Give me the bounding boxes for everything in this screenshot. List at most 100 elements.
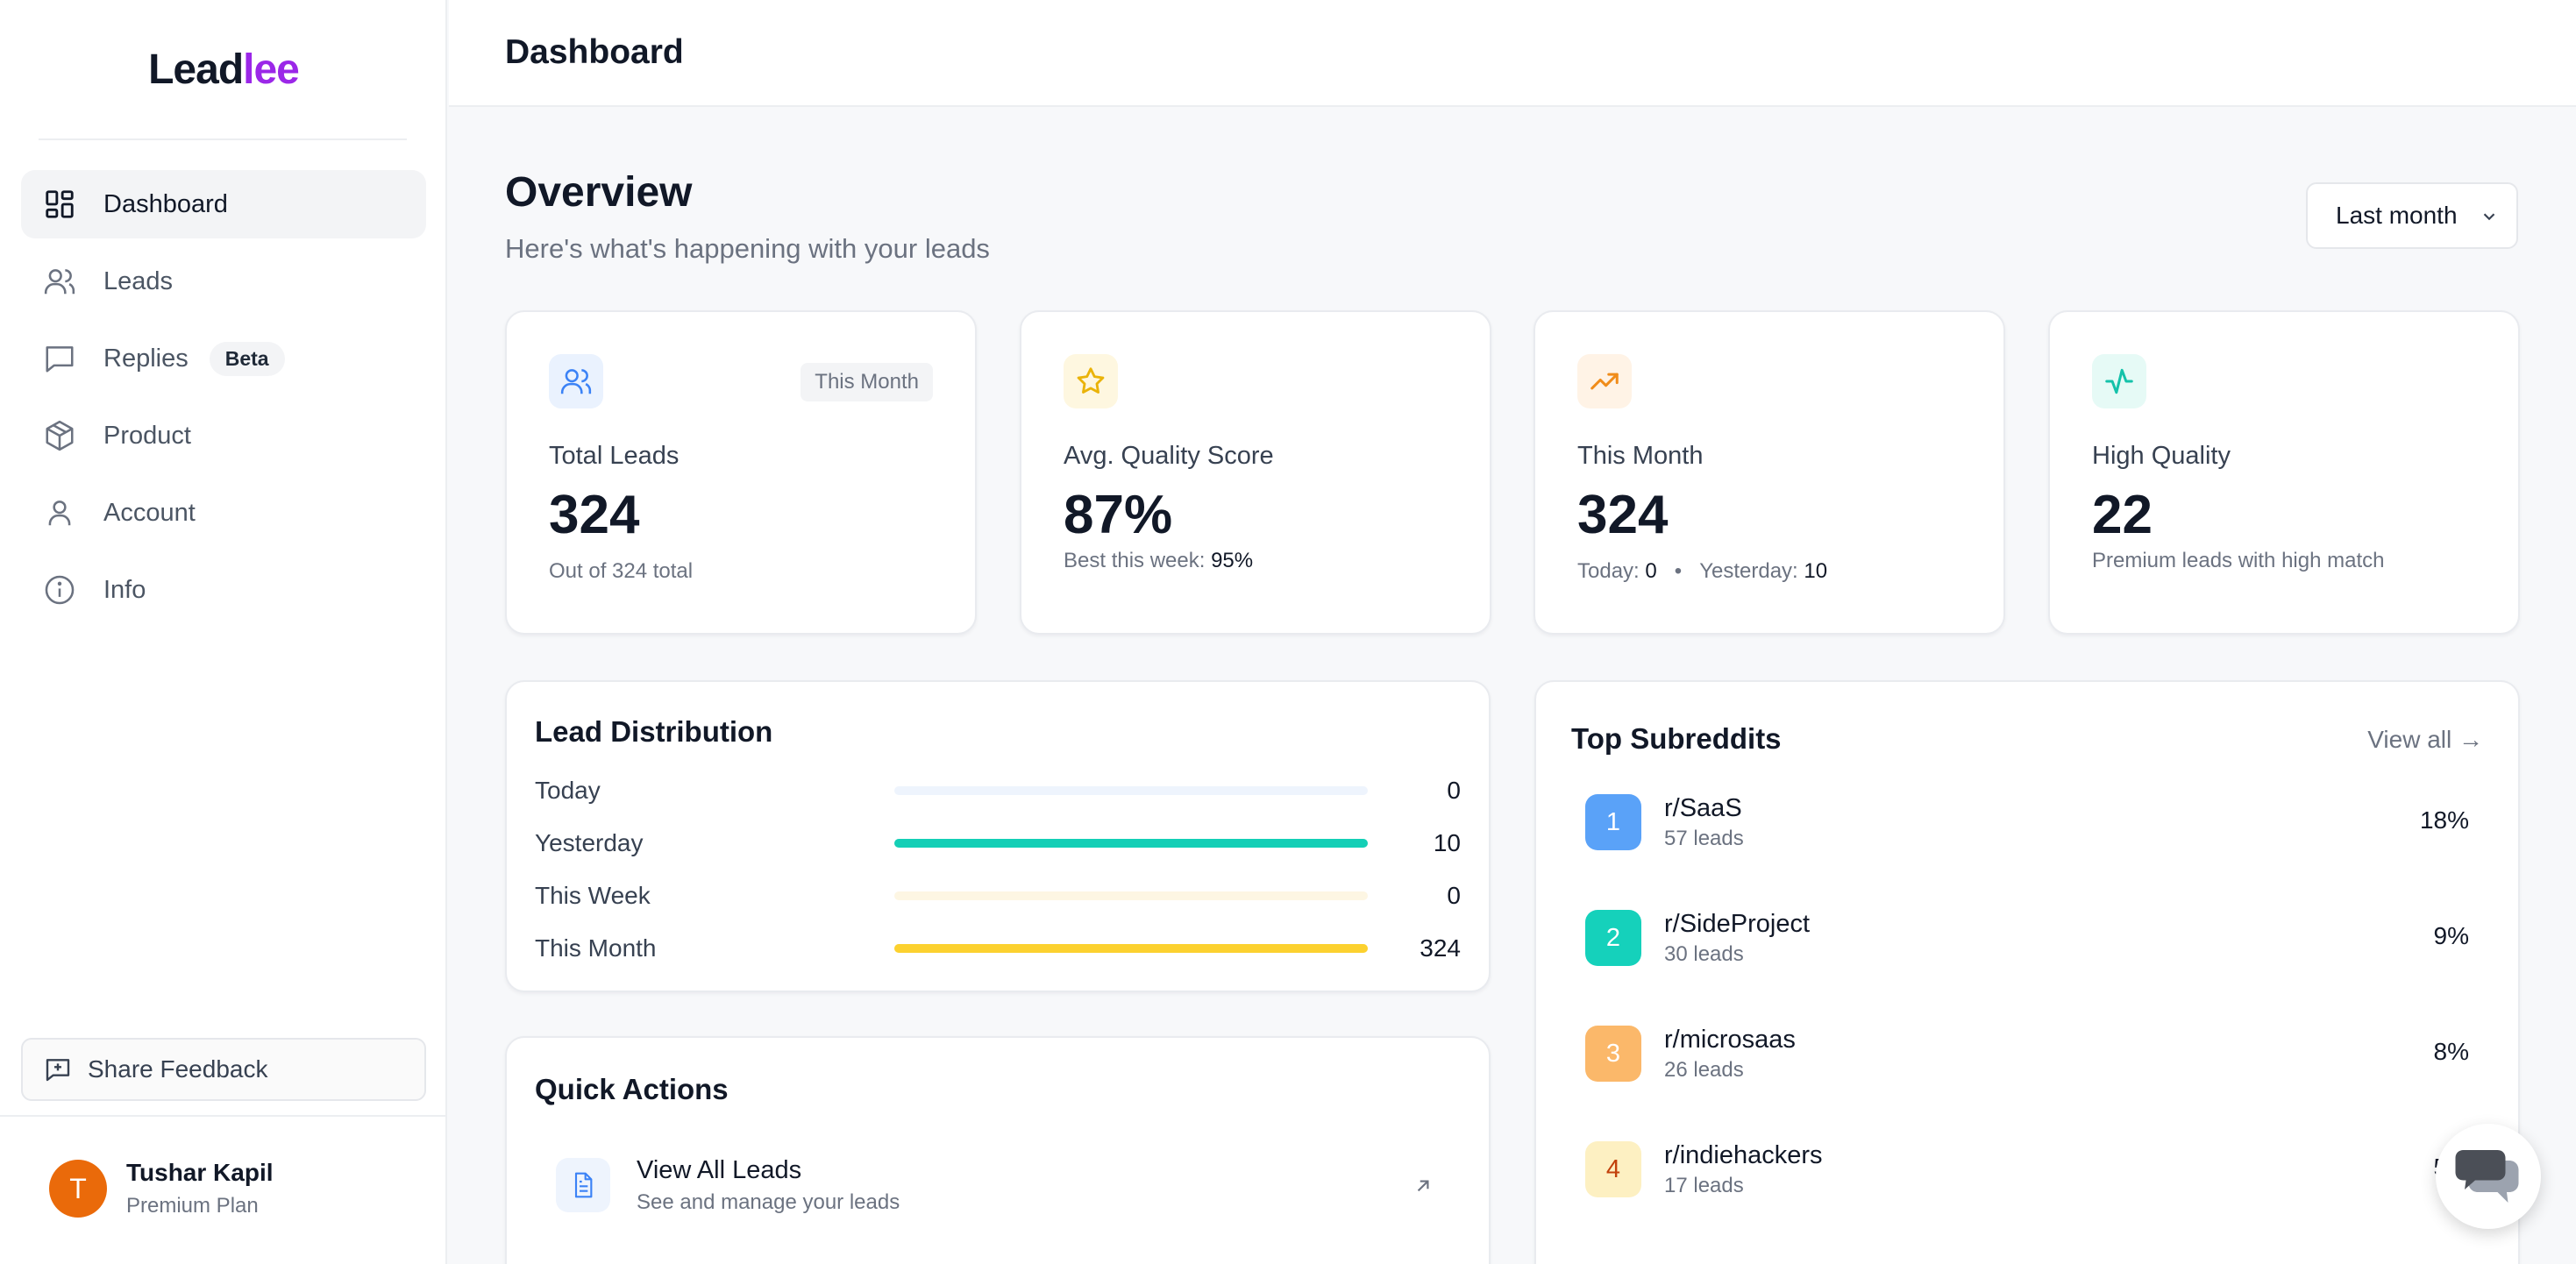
stat-label: High Quality <box>2092 442 2231 470</box>
lead-distribution-card: Lead Distribution Today 0 Yesterday 10 T… <box>505 680 1491 992</box>
subreddit-name: r/indiehackers <box>1664 1140 1823 1169</box>
stat-label: Total Leads <box>549 442 680 470</box>
sidebar-item-label: Replies <box>103 344 189 373</box>
distribution-label: This Week <box>535 882 651 909</box>
stat-card-avg-quality: Avg. Quality Score 87% Best this week: 9… <box>1020 310 1491 635</box>
sidebar-item-dashboard[interactable]: Dashboard <box>21 170 426 238</box>
sidebar: Leadlee Dashboard Leads Replies Beta <box>0 0 447 1264</box>
subreddit-leads: 26 leads <box>1664 1057 1744 1082</box>
distribution-row: Today 0 <box>535 773 1461 808</box>
avatar: T <box>49 1160 107 1218</box>
stat-value: 324 <box>549 485 640 545</box>
users-icon <box>42 264 77 299</box>
stat-card-this-month: This Month 324 Today: 0 • Yesterday: 10 <box>1534 310 2005 635</box>
stat-value: 87% <box>1064 485 1173 545</box>
today-value: 0 <box>1645 559 1657 583</box>
separator-dot: • <box>1674 559 1683 583</box>
sidebar-item-info[interactable]: Info <box>21 556 426 624</box>
share-feedback-label: Share Feedback <box>88 1055 268 1083</box>
distribution-bar-fill <box>894 944 1368 953</box>
subreddit-name: r/SaaS <box>1664 793 1742 822</box>
sidebar-item-replies[interactable]: Replies Beta <box>21 324 426 393</box>
package-icon <box>42 418 77 453</box>
users-icon <box>549 354 603 408</box>
yesterday-value: 10 <box>1804 559 1828 583</box>
stat-subtext: Today: 0 • Yesterday: 10 <box>1577 559 1827 584</box>
chat-widget-button[interactable] <box>2436 1124 2541 1229</box>
rank-badge: 3 <box>1585 1026 1641 1082</box>
subreddit-row[interactable]: 3 r/microsaas 26 leads 8% <box>1585 1019 2469 1089</box>
sidebar-item-label: Dashboard <box>103 189 228 218</box>
subreddit-percent: 8% <box>2433 1038 2469 1065</box>
stat-subtext: Best this week: 95% <box>1064 549 1253 573</box>
distribution-bar <box>894 891 1368 900</box>
subreddit-leads: 57 leads <box>1664 826 1744 850</box>
distribution-bar <box>894 839 1368 848</box>
subreddit-leads: 17 leads <box>1664 1173 1744 1197</box>
beta-badge: Beta <box>209 341 285 376</box>
distribution-value: 324 <box>1420 934 1461 962</box>
top-subreddits-title: Top Subreddits <box>1571 722 1782 755</box>
subreddit-name: r/microsaas <box>1664 1025 1796 1054</box>
chat-bubble-icon <box>42 341 77 376</box>
chevron-down-icon <box>2483 213 2495 221</box>
sidebar-item-account[interactable]: Account <box>21 479 426 547</box>
action-subtitle: See and manage your leads <box>637 1189 900 1214</box>
user-profile[interactable]: T Tushar Kapil Premium Plan <box>49 1159 274 1218</box>
subreddit-percent: 18% <box>2419 806 2469 834</box>
message-plus-icon <box>46 1059 70 1082</box>
sidebar-item-leads[interactable]: Leads <box>21 247 426 316</box>
subreddit-leads: 30 leads <box>1664 941 1744 966</box>
sidebar-item-label: Product <box>103 421 191 450</box>
stat-value: 324 <box>1577 485 1669 545</box>
overview-subtitle: Here's what's happening with your leads <box>505 233 990 264</box>
view-all-link[interactable]: View all → <box>2367 726 2483 753</box>
rank-badge: 4 <box>1585 1141 1641 1197</box>
quick-actions-title: Quick Actions <box>535 1073 729 1105</box>
user-divider <box>0 1115 447 1117</box>
distribution-bar-fill <box>894 839 1368 848</box>
best-week-label: Best this week: <box>1064 549 1212 572</box>
info-icon <box>42 572 77 607</box>
sidebar-item-label: Leads <box>103 266 174 295</box>
stat-subtext: Out of 324 total <box>549 559 694 583</box>
sidebar-nav: Dashboard Leads Replies Beta Product A <box>21 170 426 633</box>
period-select-value: Last month <box>2336 202 2458 229</box>
view-all-leads-action[interactable]: View All Leads See and manage your leads <box>556 1150 1440 1220</box>
distribution-row: This Month 324 <box>535 931 1461 966</box>
page-title: Dashboard <box>505 33 684 71</box>
brand-logo-part1: Lead <box>148 46 244 93</box>
distribution-value: 10 <box>1433 829 1461 856</box>
sidebar-item-label: Info <box>103 575 146 604</box>
lead-distribution-title: Lead Distribution <box>535 715 773 748</box>
activity-icon <box>2092 354 2146 408</box>
document-icon <box>556 1158 610 1212</box>
trending-up-icon <box>1577 354 1632 408</box>
best-week-value: 95% <box>1211 549 1254 572</box>
stat-value: 22 <box>2092 485 2153 545</box>
today-label: Today: <box>1577 559 1646 583</box>
top-subreddits-card: Top Subreddits View all → 1 r/SaaS 57 lea… <box>1534 680 2520 1264</box>
share-feedback-button[interactable]: Share Feedback <box>21 1038 426 1101</box>
period-select[interactable]: Last month <box>2306 182 2518 249</box>
stat-card-high-quality: High Quality 22 Premium leads with high … <box>2048 310 2520 635</box>
user-icon <box>42 495 77 530</box>
sidebar-item-label: Account <box>103 498 196 527</box>
sidebar-item-product[interactable]: Product <box>21 401 426 470</box>
grid-icon <box>42 187 77 222</box>
distribution-label: This Month <box>535 934 657 962</box>
overview-title: Overview <box>505 169 693 216</box>
rank-badge: 2 <box>1585 910 1641 966</box>
arrow-up-right-icon <box>1417 1180 1429 1192</box>
distribution-value: 0 <box>1447 882 1461 909</box>
action-title: View All Leads <box>637 1155 802 1184</box>
top-bar: Dashboard <box>449 0 2576 107</box>
brand-logo[interactable]: Leadlee <box>0 46 447 94</box>
distribution-bar <box>894 944 1368 953</box>
period-tag: This Month <box>801 363 933 401</box>
subreddit-name: r/SideProject <box>1664 909 1811 938</box>
subreddit-row[interactable]: 1 r/SaaS 57 leads 18% <box>1585 787 2469 857</box>
subreddit-percent: 9% <box>2433 922 2469 949</box>
subreddit-row[interactable]: 2 r/SideProject 30 leads 9% <box>1585 903 2469 973</box>
